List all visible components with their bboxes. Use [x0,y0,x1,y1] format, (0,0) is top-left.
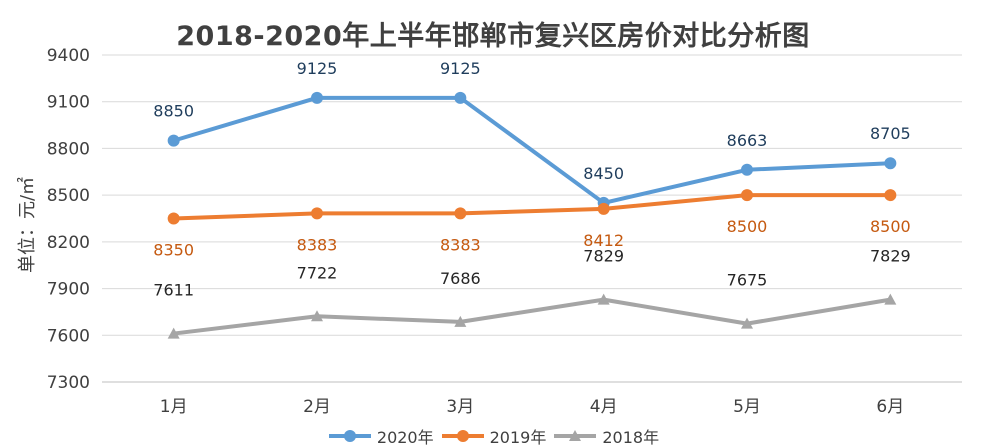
legend-item: 2020年 [327,424,434,448]
data-label: 7686 [440,269,481,288]
data-point [311,310,323,322]
data-point [884,189,897,202]
data-point [597,293,610,305]
x-tick-labels: 1月 2月 3月 4月 5月 6月 [160,397,904,417]
data-point [311,207,323,220]
data-point [454,91,467,104]
legend-item: 2019年 [440,424,547,448]
grid-layer [102,54,962,383]
x-tick-label: 4月 [590,397,618,417]
y-tick-label: 9100 [47,93,90,113]
series-line [171,95,893,205]
legend-item: 2018年 [552,424,659,448]
chart-title: 2018-2020年上半年邯郸市复兴区房价对比分析图 [176,21,810,52]
data-point [167,327,180,339]
data-label: 7611 [153,281,194,300]
data-label: 7722 [297,263,338,282]
data-label: 7829 [870,247,911,266]
x-tick-label: 3月 [446,397,474,417]
data-label: 8383 [297,235,338,254]
y-tick-label: 7600 [47,326,90,346]
data-point [884,157,897,170]
data-label: 8500 [727,217,768,236]
legend-swatch [441,430,484,442]
legend: 2020年 2019年 2018年 [0,424,986,448]
data-label: 9125 [440,59,481,78]
data-label: 8450 [583,164,624,183]
data-label: 7829 [583,247,624,266]
data-point [741,189,753,202]
x-tick-label: 2月 [303,397,331,417]
legend-label: 2018年 [602,428,660,447]
y-tick-label: 8500 [47,186,90,206]
x-tick-label: 1月 [160,397,188,417]
data-label: 8850 [153,102,194,121]
series-line [171,297,893,336]
y-tick-label: 8800 [47,139,90,159]
data-label: 8705 [870,124,911,143]
x-tick-label: 6月 [876,397,904,417]
legend-swatch [328,430,371,442]
series-layer [167,91,897,339]
data-label: 7675 [727,271,768,290]
data-point [454,207,467,220]
data-label: 8500 [870,217,911,236]
data-label: 8350 [153,241,194,260]
y-tick-label: 7900 [47,280,90,300]
legend-label: 2020年 [376,428,434,447]
y-tick-label: 8200 [47,233,90,253]
data-label: 8663 [727,131,768,150]
y-tick-labels: 7300 7600 7900 8200 8500 8800 9100 9400 [47,46,90,393]
data-label: 8383 [440,235,481,254]
data-label: 8412 [583,231,624,250]
data-point [741,317,753,329]
data-labels: 8850 9125 9125 8450 8663 8705 8350 8383 8383 8412… [153,59,910,300]
y-tick-label: 9400 [47,46,90,66]
legend-swatch [554,430,597,441]
data-point [454,315,467,327]
data-point [167,134,180,147]
series-line [171,193,893,221]
y-tick-label: 7300 [47,373,90,393]
data-point [884,293,897,305]
data-point [741,163,753,176]
x-tick-label: 5月 [733,397,761,417]
data-point [167,212,180,225]
data-label: 9125 [297,59,338,78]
legend-label: 2019年 [489,428,547,447]
data-point [597,202,610,215]
data-point [311,91,323,104]
